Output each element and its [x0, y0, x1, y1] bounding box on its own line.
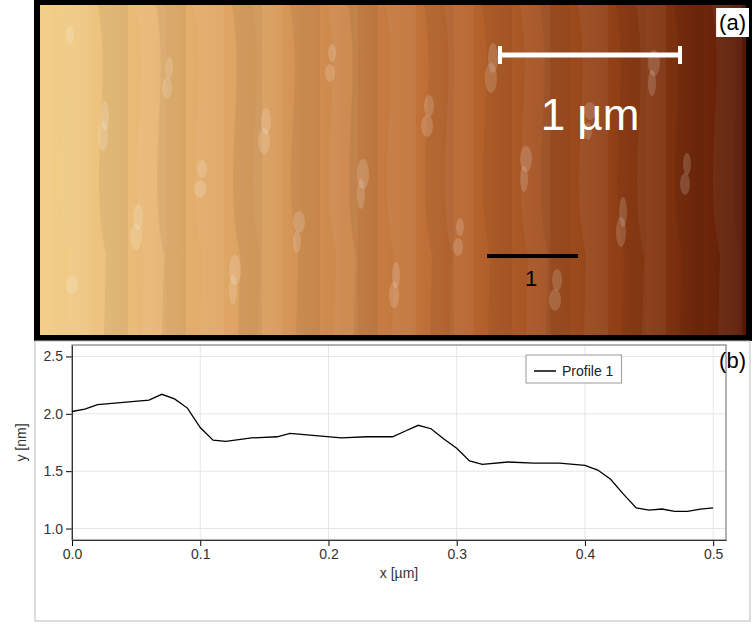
legend-label: Profile 1	[562, 363, 614, 379]
island	[328, 44, 336, 62]
image-ground	[40, 5, 746, 335]
x-tick: 0.0	[63, 540, 83, 562]
grid-line	[72, 528, 726, 529]
plot	[72, 345, 726, 540]
x-axis-title: x [µm]	[380, 565, 418, 581]
x-axis: 0.0 0.1 0.2 0.3 0.4 0.5	[63, 540, 727, 562]
legend: Profile 1	[526, 355, 622, 383]
y-tick-label: 2.5	[44, 348, 64, 364]
island	[456, 218, 464, 236]
island	[229, 255, 241, 285]
island	[133, 204, 143, 230]
grid-line	[328, 345, 329, 540]
island	[197, 160, 207, 178]
terrace	[60, 5, 90, 335]
grid-line	[200, 345, 201, 540]
y-tick-mark	[66, 414, 72, 415]
x-tick-label: 0.1	[191, 546, 211, 562]
profile-line-label: 1	[525, 266, 537, 291]
scale-bar	[500, 53, 680, 58]
profile-line	[72, 394, 713, 511]
island	[162, 77, 172, 99]
profile-line	[487, 254, 578, 258]
island	[421, 115, 433, 137]
y-tick: 1.5	[44, 463, 72, 479]
island	[293, 211, 305, 233]
grid-line	[456, 345, 457, 540]
legend-box	[526, 355, 622, 383]
y-tick: 1.0	[44, 521, 72, 537]
scale-bar-end	[498, 46, 502, 64]
afm-image	[40, 5, 746, 335]
island	[424, 95, 434, 117]
grid-line	[72, 356, 726, 357]
terrace	[290, 5, 320, 335]
plot-frame	[72, 345, 726, 540]
y-axis-title: y [nm]	[13, 423, 29, 461]
y-axis: 1.0 1.5 2.0 2.5	[44, 346, 73, 541]
y-tick: 2.0	[44, 406, 72, 422]
terrace	[348, 5, 378, 335]
x-tick: 0.3	[447, 540, 467, 562]
island	[325, 64, 335, 82]
x-tick: 0.2	[319, 540, 339, 562]
island	[165, 57, 173, 79]
island	[194, 180, 206, 198]
y-tick-label: 2.0	[44, 406, 64, 422]
image-frame	[37, 2, 749, 338]
terrace	[156, 5, 186, 335]
y-tick: 2.5	[44, 348, 72, 364]
grid-line	[713, 345, 714, 540]
island	[520, 146, 532, 172]
legend-swatch	[534, 370, 556, 372]
x-tick-label: 0.3	[447, 546, 467, 562]
y-tick-label: 1.0	[44, 521, 64, 537]
x-tick: 0.5	[704, 540, 724, 562]
y-tick-mark	[66, 471, 72, 472]
y-tick-mark	[66, 529, 72, 530]
island	[683, 153, 691, 175]
terrace	[444, 5, 474, 335]
island	[293, 231, 301, 253]
x-tick: 0.1	[191, 540, 211, 562]
scale-bar-label: 1 µm	[541, 90, 640, 139]
terrace	[98, 5, 128, 335]
series-group	[72, 394, 713, 511]
x-tick: 0.4	[576, 540, 596, 562]
scale-bar-end	[678, 46, 682, 64]
terrace	[386, 5, 416, 335]
label-patch	[716, 8, 749, 37]
island	[357, 159, 369, 189]
island	[66, 26, 74, 44]
panel-b-frame	[35, 341, 750, 621]
figure: (a) 1 µm 1 0.0 0.1 0.2 0.3 0.4 0.5 1.0 1.5 2.0 2.5 x …	[0, 0, 756, 625]
terrace	[252, 5, 282, 335]
x-tick-label: 0.5	[704, 546, 724, 562]
y-tick-label: 1.5	[44, 463, 64, 479]
island	[261, 108, 271, 134]
island	[66, 276, 78, 294]
island	[549, 289, 561, 311]
terrace	[194, 5, 224, 335]
island	[453, 238, 463, 256]
island	[552, 269, 562, 291]
x-tick-label: 0.0	[63, 546, 83, 562]
island	[392, 262, 400, 288]
island	[488, 43, 498, 73]
panel-label: (a)	[719, 10, 746, 35]
island	[680, 173, 690, 195]
panel-label: (b)	[719, 348, 746, 373]
x-tick-label: 0.2	[319, 546, 339, 562]
terrace	[732, 5, 746, 335]
x-tick-label: 0.4	[576, 546, 596, 562]
island	[619, 197, 627, 227]
grid-line	[72, 413, 726, 414]
y-tick-mark	[66, 356, 72, 357]
grid-line	[72, 471, 726, 472]
island	[101, 101, 109, 131]
terrace	[674, 5, 704, 335]
